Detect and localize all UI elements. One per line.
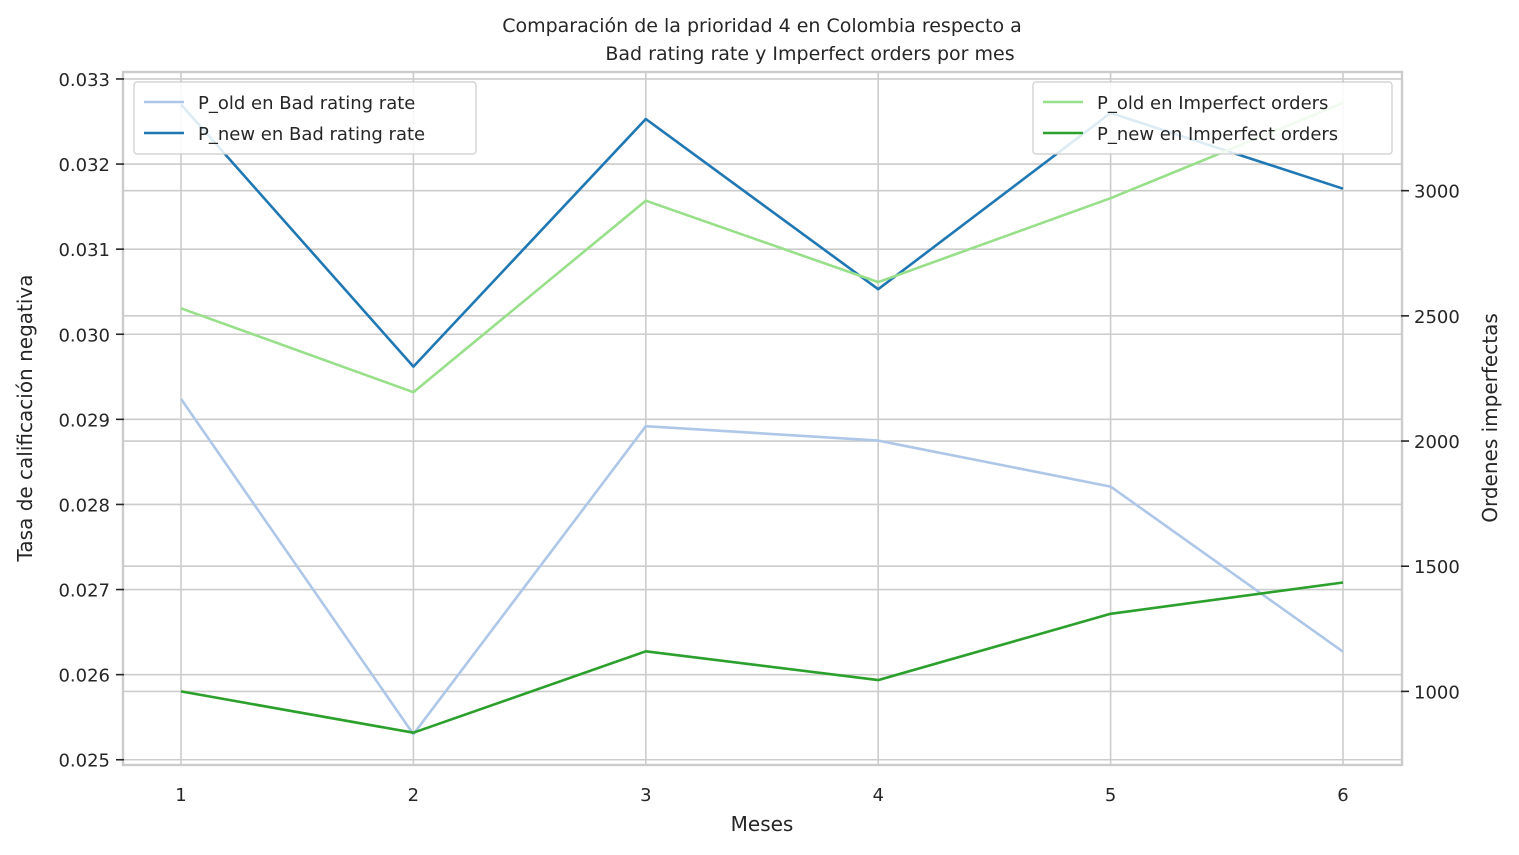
tick-label-left: 0.033 xyxy=(58,70,110,91)
x-axis-label: Meses xyxy=(731,812,794,836)
right-series-line-1 xyxy=(180,581,1344,735)
tick-label-x: 5 xyxy=(1105,785,1116,806)
tick-label-left: 0.031 xyxy=(58,240,110,261)
tick-label-x: 3 xyxy=(640,785,651,806)
x-ticks: 1 2 3 4 5 6 xyxy=(175,785,1348,806)
tick-label-right: 3000 xyxy=(1414,182,1460,203)
legend-left: P_old en Bad rating rate P_new en Bad rat… xyxy=(133,81,477,155)
tick-label-left: 0.029 xyxy=(58,410,110,431)
legend-label: P_old en Imperfect orders xyxy=(1097,93,1328,114)
series-right xyxy=(180,101,1344,735)
tick-label-left: 0.032 xyxy=(58,155,110,176)
left-series-line-0 xyxy=(179,398,1344,736)
left-y-axis-label: Tasa de calificación negativa xyxy=(13,274,37,562)
tick-label-right: 2500 xyxy=(1414,307,1460,328)
tick-label-right: 1500 xyxy=(1414,557,1460,578)
tick-label-right: 2000 xyxy=(1414,432,1460,453)
right-y-axis-label: Ordenes imperfectas xyxy=(1478,313,1502,523)
tick-label-left: 0.026 xyxy=(58,666,110,687)
legend-box xyxy=(1032,81,1393,155)
grid-right xyxy=(124,189,1401,693)
tick-label-x: 2 xyxy=(408,785,419,806)
tick-label-x: 1 xyxy=(175,785,186,806)
legend-right: P_old en Imperfect orders P_new en Imperf… xyxy=(1032,81,1393,155)
tick-label-right: 1000 xyxy=(1414,682,1460,703)
tick-label-x: 4 xyxy=(872,785,883,806)
grid-x xyxy=(180,73,1344,764)
tick-label-left: 0.025 xyxy=(58,751,110,772)
tick-label-left: 0.030 xyxy=(58,325,110,346)
legend-label: P_old en Bad rating rate xyxy=(198,93,415,114)
chart-title-line1: Comparación de la prioridad 4 en Colombi… xyxy=(502,15,1022,37)
grid-left xyxy=(124,78,1401,761)
right-series-line-0 xyxy=(180,101,1344,394)
legend-label: P_new en Bad rating rate xyxy=(198,124,425,145)
legend-box xyxy=(133,81,477,155)
tick-label-x: 6 xyxy=(1337,785,1348,806)
left-y-ticks: 0.025 0.026 0.027 0.028 0.029 0.030 0.031 0.032… xyxy=(58,70,124,772)
plot-frame xyxy=(121,70,1404,767)
chart-title-line2: Bad rating rate y Imperfect orders por m… xyxy=(605,43,1014,65)
tick-label-left: 0.027 xyxy=(58,581,110,602)
right-y-ticks: 1000 1500 2000 2500 3000 xyxy=(1401,182,1460,703)
tick-label-left: 0.028 xyxy=(58,495,110,516)
legend-label: P_new en Imperfect orders xyxy=(1097,124,1338,145)
